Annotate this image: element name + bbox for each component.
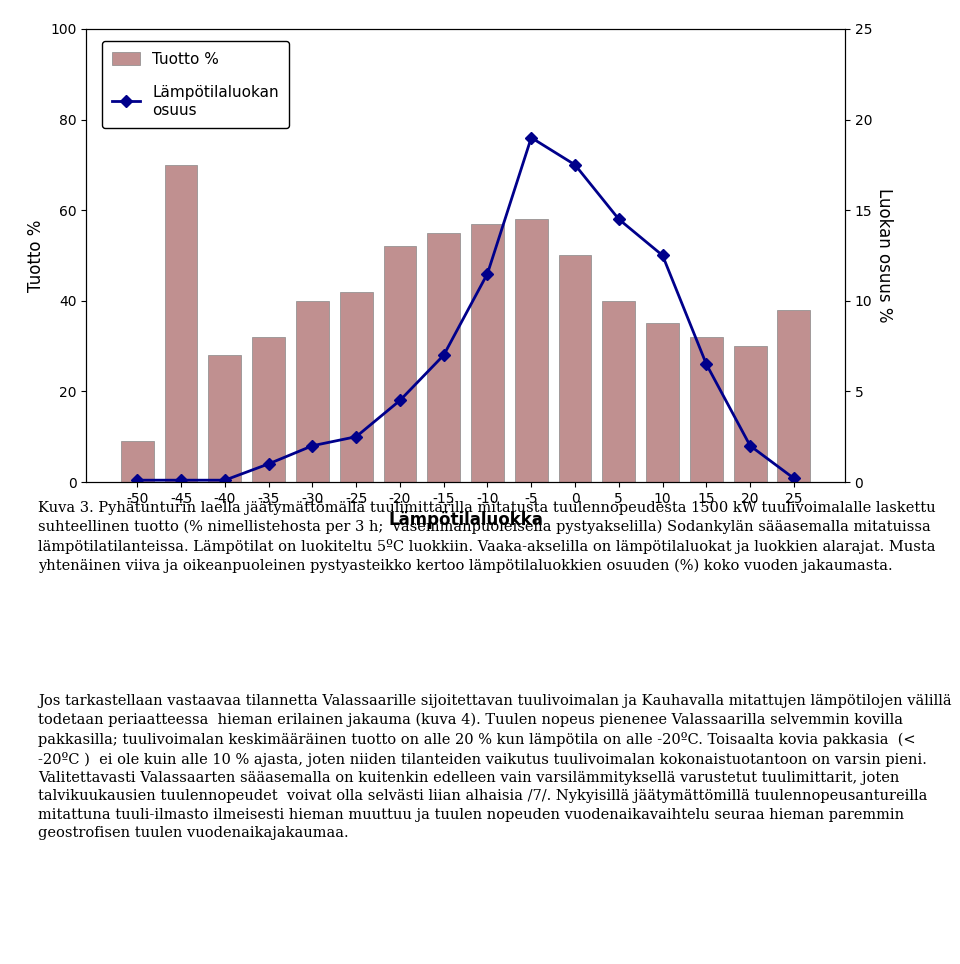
Bar <box>384 247 417 482</box>
Bar <box>427 233 460 482</box>
Bar <box>602 301 636 482</box>
Text: Jos tarkastellaan vastaavaa tilannetta Valassaarille sijoitettavan tuulivoimalan: Jos tarkastellaan vastaavaa tilannetta V… <box>38 694 952 841</box>
Bar <box>121 442 154 482</box>
Bar <box>208 355 241 482</box>
Bar <box>340 292 372 482</box>
Bar <box>165 165 198 482</box>
Text: Kuva 3. Pyhätunturin laella jäätymättömällä tuulimittarilla mitatusta tuulennope: Kuva 3. Pyhätunturin laella jäätymättömä… <box>38 501 936 573</box>
Bar <box>515 219 547 482</box>
Bar <box>296 301 329 482</box>
Y-axis label: Luokan osuus %: Luokan osuus % <box>875 188 893 323</box>
Bar <box>778 309 810 482</box>
Bar <box>252 337 285 482</box>
Bar <box>733 346 766 482</box>
X-axis label: Lämpötilaluokka: Lämpötilaluokka <box>388 511 543 529</box>
Legend: Tuotto %, Lämpötilaluokan
osuus: Tuotto %, Lämpötilaluokan osuus <box>102 41 289 128</box>
Bar <box>471 224 504 482</box>
Bar <box>559 255 591 482</box>
Y-axis label: Tuotto %: Tuotto % <box>27 219 45 292</box>
Bar <box>690 337 723 482</box>
Bar <box>646 324 679 482</box>
